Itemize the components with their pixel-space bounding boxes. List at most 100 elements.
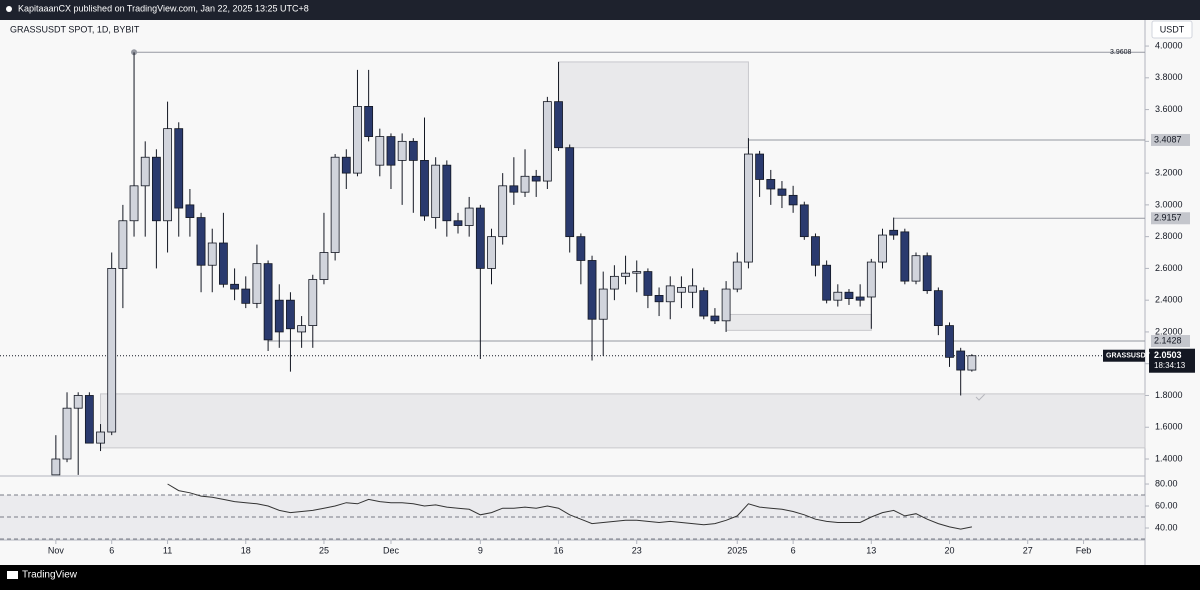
x-tick-label: Feb <box>1076 545 1092 555</box>
candle-body <box>531 175 541 182</box>
candle-body <box>230 283 239 290</box>
candle-body <box>811 236 820 266</box>
candle-body <box>900 231 910 282</box>
y-tick-label: 2.6000 <box>1155 263 1183 273</box>
candle-body <box>922 255 932 292</box>
candle-body <box>509 185 519 193</box>
currency-box <box>1151 20 1193 39</box>
candle-body <box>364 106 374 137</box>
x-tick-label: 2025 <box>727 545 747 555</box>
candle-body <box>297 325 307 333</box>
candle-body <box>241 288 251 304</box>
last-price: 2.0503 <box>1154 350 1182 360</box>
candle-body <box>866 261 876 298</box>
logo <box>7 571 18 579</box>
candle-body <box>598 288 608 320</box>
y-tick-label: 2.4000 <box>1155 295 1183 305</box>
candle-body <box>665 285 675 303</box>
candle-body <box>129 185 139 222</box>
countdown: 18:34:13 <box>1154 361 1186 370</box>
candle-body <box>911 255 921 282</box>
candle-body <box>967 355 977 371</box>
candle-body <box>878 234 887 263</box>
x-tick-label: 16 <box>554 545 564 555</box>
candle-body <box>420 160 429 217</box>
candle-body <box>174 128 184 209</box>
candle-body <box>62 407 72 460</box>
x-tick-label: 25 <box>319 545 329 555</box>
avatar <box>6 6 12 12</box>
x-tick-label: 23 <box>632 545 642 555</box>
candle-body <box>96 431 105 444</box>
candle-body <box>252 263 262 304</box>
candle-body <box>844 291 854 299</box>
candle-body <box>822 264 832 301</box>
candle-body <box>487 236 496 269</box>
symbol-box <box>1103 349 1145 362</box>
candle-body <box>196 217 206 266</box>
candle-body <box>84 395 94 444</box>
price-label-box <box>1151 335 1190 348</box>
candle-body <box>185 204 195 218</box>
x-tick-label: 6 <box>791 545 796 555</box>
rsi-tick-label: 40.00 <box>1155 522 1178 532</box>
candle-body <box>721 288 731 322</box>
candle-body <box>386 136 396 166</box>
x-tick-label: 13 <box>866 545 876 555</box>
price-line-label: 3.9608 <box>1110 49 1132 56</box>
rsi-line <box>167 483 972 530</box>
candle-body <box>408 140 418 161</box>
chart-title: GRASSUSDT SPOT, 1D, BYBIT <box>10 24 140 34</box>
candle-body <box>286 299 295 330</box>
brand: TradingView <box>22 570 78 581</box>
candle-body <box>609 275 619 290</box>
candle-body <box>654 295 664 303</box>
candle-body <box>308 279 318 326</box>
zone <box>100 393 1146 449</box>
y-tick-label: 2.2000 <box>1155 326 1183 336</box>
symbol-label: GRASSUSDT <box>1106 353 1151 360</box>
candle-body <box>833 291 843 301</box>
candle-body <box>744 153 753 263</box>
x-tick-label: Dec <box>383 545 400 555</box>
x-tick-label: 18 <box>241 545 251 555</box>
candle-body <box>151 156 161 222</box>
candle-body <box>933 290 943 326</box>
candle-body <box>330 156 340 253</box>
y-tick-label: 3.2000 <box>1155 167 1183 177</box>
last-price-box <box>1149 348 1195 373</box>
candle-body <box>475 207 485 269</box>
x-tick-label: 6 <box>109 545 114 555</box>
footer-bar <box>0 565 1200 585</box>
price-line-label: 2.9157 <box>1154 213 1182 223</box>
x-tick-label: 9 <box>478 545 483 555</box>
candle-body <box>889 229 899 236</box>
candle-body <box>766 179 776 190</box>
y-tick-label: 1.8000 <box>1155 390 1183 400</box>
candle-body <box>207 242 217 266</box>
price-label-box <box>1151 212 1190 225</box>
candle-body <box>554 101 563 149</box>
rsi-tick-label: 60.00 <box>1155 500 1178 510</box>
candle-body <box>945 325 954 358</box>
candle-body <box>453 220 463 226</box>
publisher: KapitaaanCX published on TradingView.com… <box>18 3 309 13</box>
price-line-label: 2.1428 <box>1154 335 1182 345</box>
candle-body <box>688 285 697 293</box>
currency: USDT <box>1160 24 1185 34</box>
candle-body <box>799 204 809 238</box>
candle-body <box>107 268 117 433</box>
x-tick-label: 11 <box>163 545 172 555</box>
zone <box>725 313 872 331</box>
candle-body <box>375 136 385 166</box>
candle-body <box>163 128 172 222</box>
candle-body <box>710 315 720 322</box>
candle-body <box>621 272 630 277</box>
y-tick-label: 3.8000 <box>1155 72 1183 82</box>
y-tick-label: 1.6000 <box>1155 422 1183 432</box>
candle-body <box>51 458 61 476</box>
candle-body <box>587 260 597 320</box>
rsi-tick-label: 80.00 <box>1155 478 1178 488</box>
candle-body <box>353 106 362 174</box>
